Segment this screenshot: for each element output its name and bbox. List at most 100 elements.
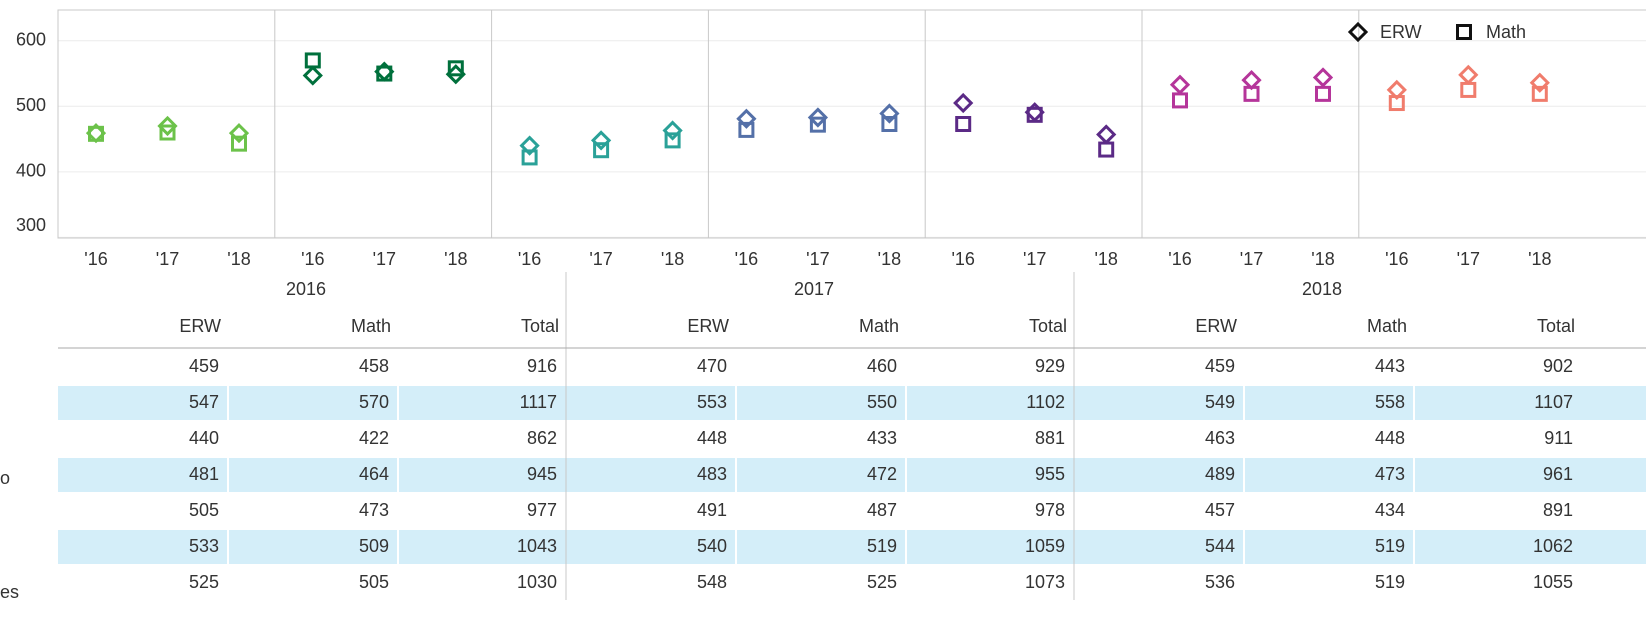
math-marker: [1460, 81, 1477, 98]
y-tick-label: 300: [16, 215, 46, 235]
cell-value: 443: [1375, 356, 1405, 376]
x-tick-label: '16: [1168, 249, 1191, 269]
x-tick-label: '16: [301, 249, 324, 269]
cell-value: 1062: [1533, 536, 1573, 556]
cell-value: 519: [1375, 572, 1405, 592]
column-header: Math: [1367, 316, 1407, 336]
cell-value: 519: [867, 536, 897, 556]
column-header: Total: [521, 316, 559, 336]
cell-value: 536: [1205, 572, 1235, 592]
math-marker: [1315, 85, 1331, 102]
row-band: [58, 458, 1646, 492]
erw-marker: [157, 115, 178, 137]
erw-marker: [519, 135, 540, 156]
erw-marker: [662, 120, 683, 141]
cell-value: 544: [1205, 536, 1235, 556]
erw-marker: [1241, 69, 1262, 91]
cell-value: 881: [1035, 428, 1065, 448]
math-marker: [1026, 106, 1043, 123]
x-tick-label: '17: [156, 249, 179, 269]
cell-value: 1102: [1026, 392, 1065, 412]
cell-value: 1043: [517, 536, 557, 556]
x-tick-label: '16: [84, 249, 107, 269]
year-header: 2017: [794, 279, 834, 299]
y-tick-label: 500: [16, 95, 46, 115]
cell-value: 489: [1205, 464, 1235, 484]
cell-value: 433: [867, 428, 897, 448]
cell-value: 463: [1205, 428, 1235, 448]
math-marker: [1456, 24, 1472, 40]
cell-value: 540: [697, 536, 727, 556]
cell-value: 459: [189, 356, 219, 376]
column-header: Math: [351, 316, 391, 336]
cell-value: 929: [1035, 356, 1065, 376]
cell-value: 464: [359, 464, 389, 484]
erw-marker: [807, 107, 829, 128]
cell-value: 1107: [1534, 392, 1573, 412]
erw-marker: [1458, 64, 1479, 85]
cell-value: 1030: [517, 572, 557, 592]
cell-value: 902: [1543, 356, 1573, 376]
cell-value: 459: [1205, 356, 1235, 376]
x-tick-label: '18: [1311, 249, 1334, 269]
legend-label: ERW: [1380, 22, 1422, 42]
cell-value: 977: [527, 500, 557, 520]
math-marker: [809, 116, 826, 133]
cell-value: 891: [1543, 500, 1573, 520]
y-tick-label: 600: [16, 30, 46, 50]
row-band: [58, 530, 1646, 564]
math-marker: [521, 149, 538, 166]
cell-value: 547: [189, 392, 219, 412]
column-header: Total: [1029, 316, 1067, 336]
plot-frame: [57, 9, 1646, 239]
x-tick-label: '16: [1385, 249, 1408, 269]
cell-value: 550: [867, 392, 897, 412]
cell-value: 473: [1375, 464, 1405, 484]
cell-value: 558: [1375, 392, 1405, 412]
math-marker: [231, 135, 247, 152]
erw-marker: [1312, 67, 1334, 88]
erw-marker: [228, 123, 250, 144]
row-label-fragment: o: [0, 468, 10, 488]
x-tick-label: '18: [1094, 249, 1117, 269]
cell-value: 916: [527, 356, 557, 376]
y-tick-label: 400: [16, 161, 46, 181]
cell-value: 505: [189, 500, 219, 520]
cell-value: 483: [697, 464, 727, 484]
math-marker: [1172, 92, 1188, 109]
math-marker: [664, 132, 681, 149]
cell-value: 978: [1035, 500, 1065, 520]
x-tick-label: '17: [806, 249, 829, 269]
x-tick-label: '16: [951, 249, 974, 269]
cell-value: 481: [189, 464, 219, 484]
math-marker: [593, 142, 610, 159]
erw-marker: [302, 65, 323, 86]
cell-value: 961: [1543, 464, 1573, 484]
x-tick-label: '18: [878, 249, 901, 269]
x-tick-label: '18: [1528, 249, 1551, 269]
cell-value: 945: [527, 464, 557, 484]
cell-value: 448: [697, 428, 727, 448]
erw-marker: [1169, 74, 1191, 95]
cell-value: 519: [1375, 536, 1405, 556]
cell-value: 1059: [1025, 536, 1065, 556]
cell-value: 422: [359, 428, 389, 448]
column-header: Total: [1537, 316, 1575, 336]
erw-marker: [953, 92, 974, 114]
math-marker: [1531, 85, 1548, 102]
year-header: 2018: [1302, 279, 1342, 299]
cell-value: 1055: [1533, 572, 1573, 592]
erw-marker: [1096, 124, 1117, 145]
math-marker: [1098, 141, 1115, 158]
cell-value: 491: [697, 500, 727, 520]
legend-label: Math: [1486, 22, 1526, 42]
erw-marker: [1529, 72, 1550, 93]
x-tick-label: '17: [589, 249, 612, 269]
math-marker: [738, 121, 755, 138]
cell-value: 472: [867, 464, 897, 484]
x-tick-label: '17: [1240, 249, 1263, 269]
cell-value: 509: [359, 536, 389, 556]
erw-marker: [1347, 21, 1369, 43]
cell-value: 434: [1375, 500, 1405, 520]
